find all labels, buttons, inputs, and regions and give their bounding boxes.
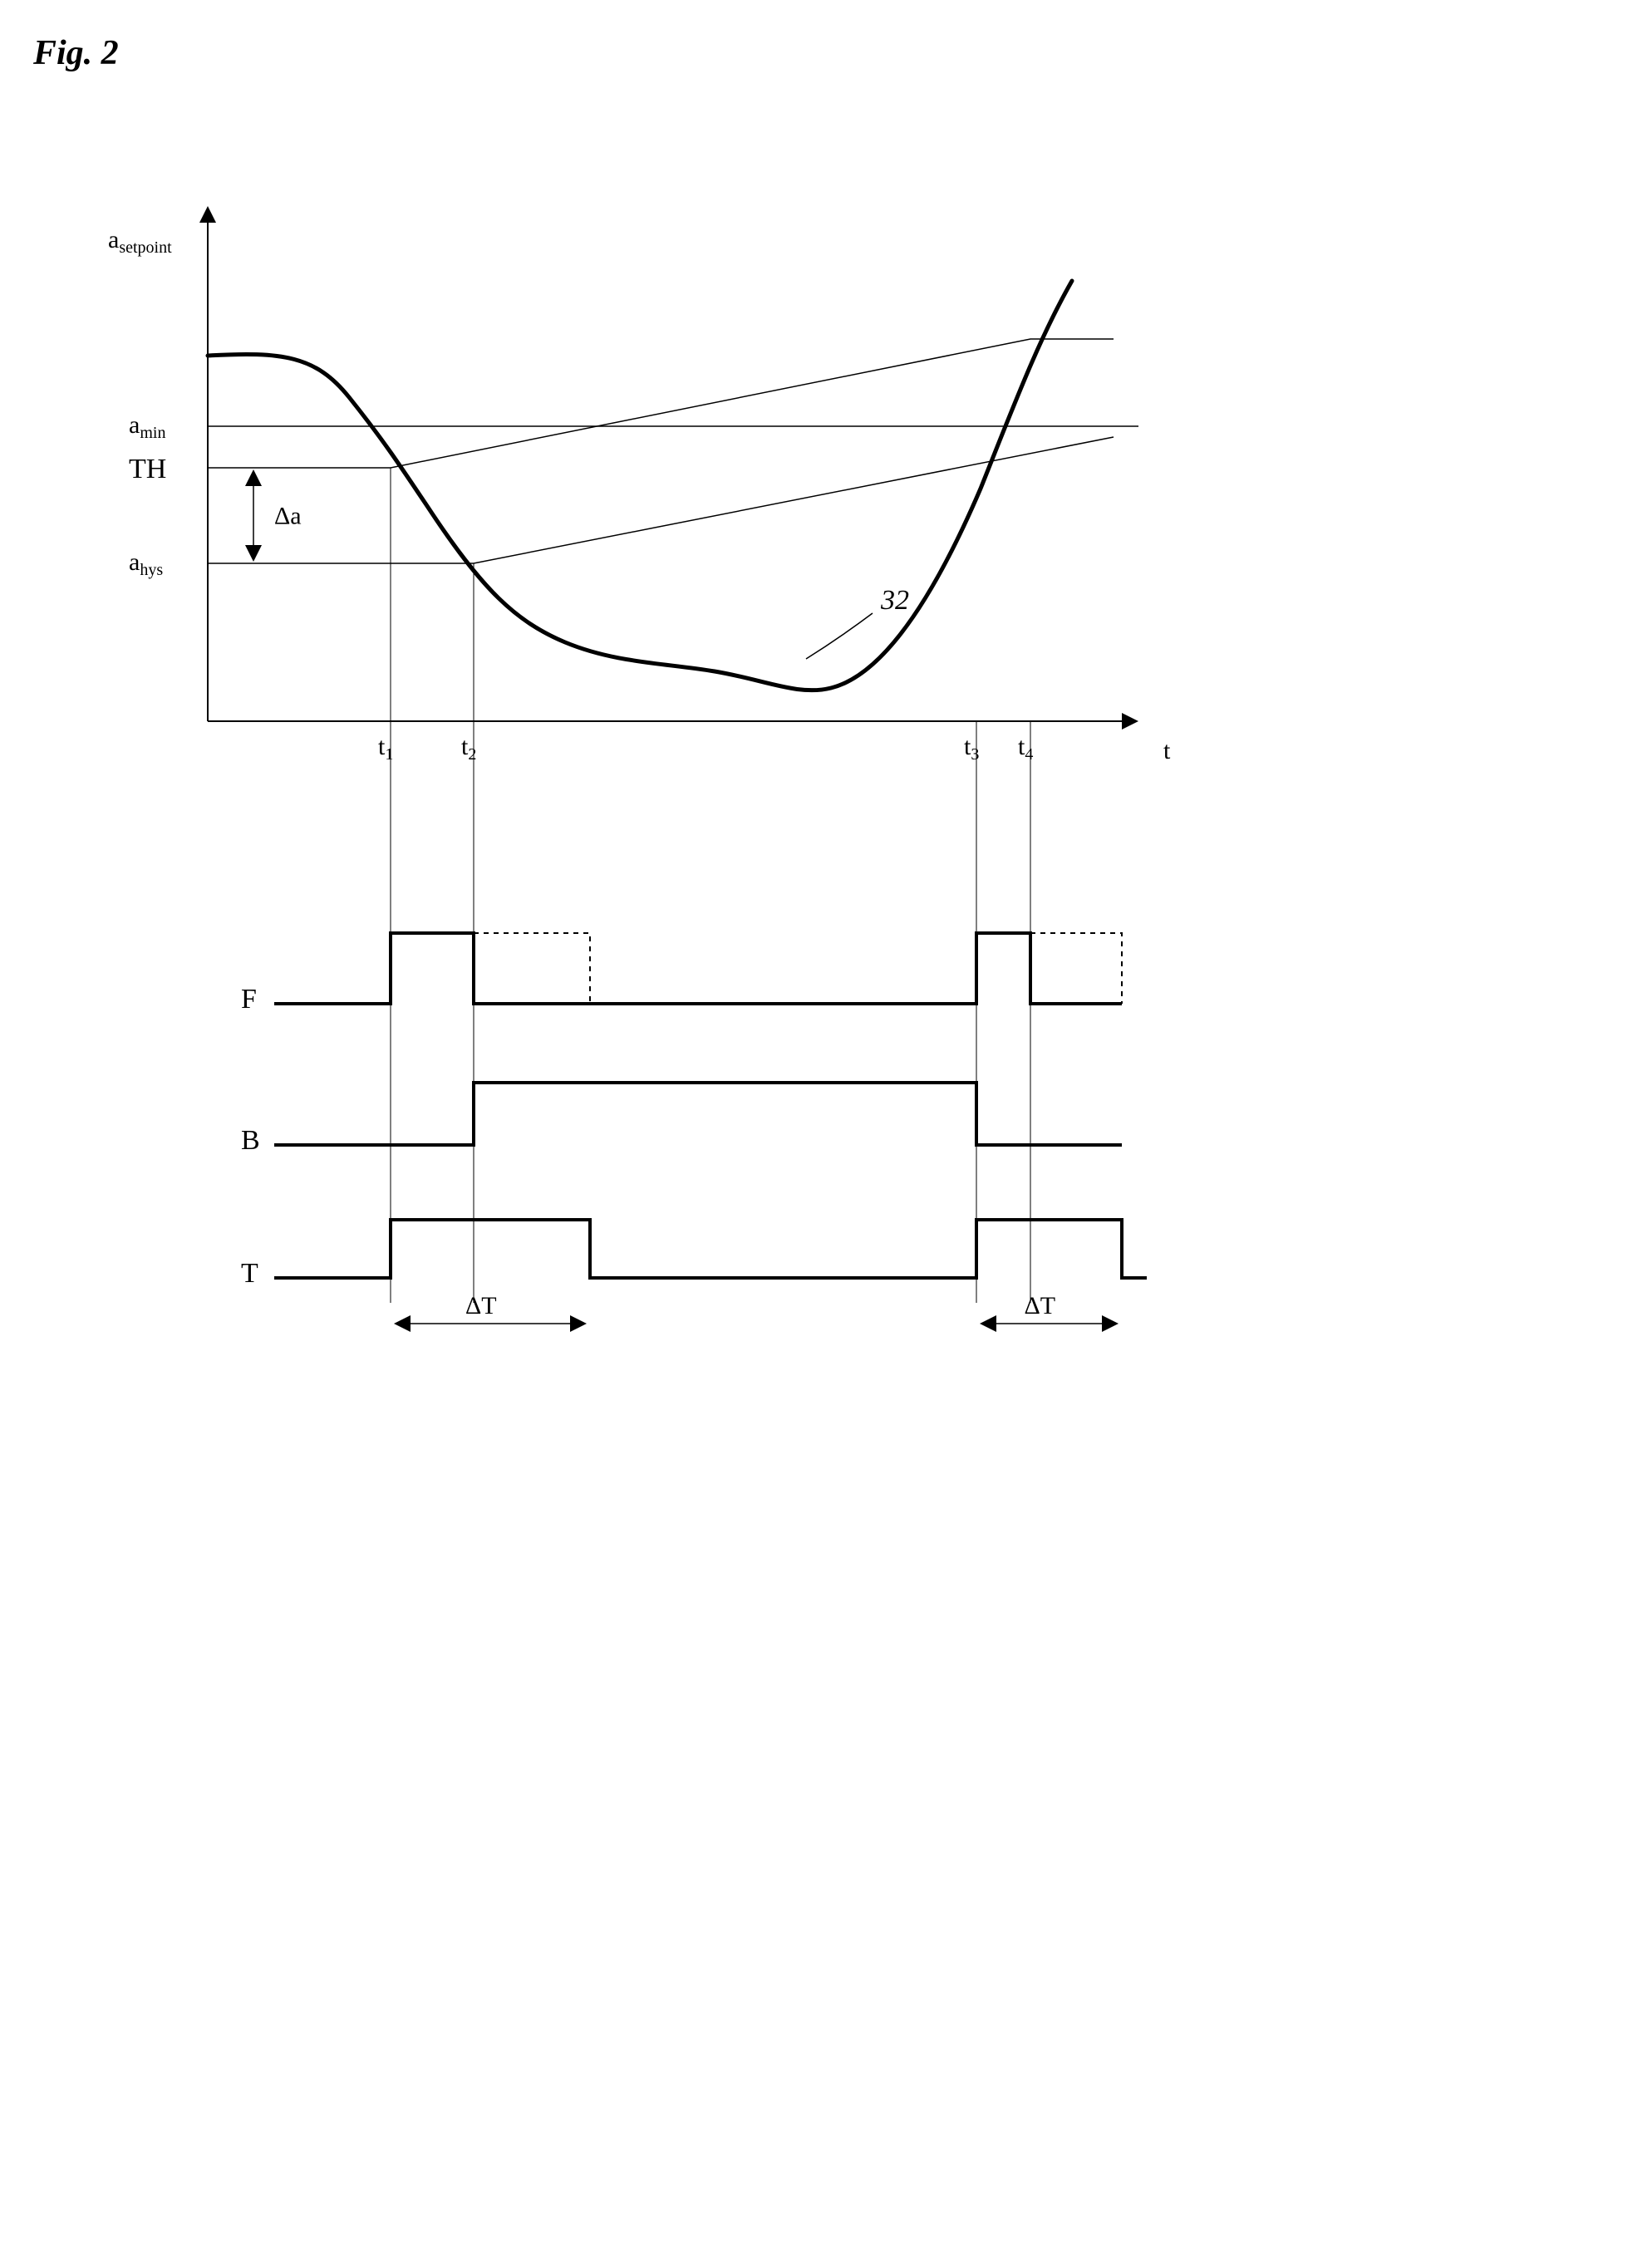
figure-title: Fig. 2	[33, 33, 1619, 73]
svg-text:t4: t4	[1018, 733, 1033, 764]
svg-text:ΔT: ΔT	[465, 1292, 497, 1319]
svg-text:32: 32	[880, 585, 909, 616]
svg-text:ΔT: ΔT	[1025, 1292, 1056, 1319]
svg-text:t3: t3	[964, 733, 979, 764]
svg-text:t2: t2	[461, 733, 476, 764]
svg-text:ahys: ahys	[129, 548, 163, 579]
svg-text:amin: amin	[129, 411, 165, 442]
svg-text:TH: TH	[129, 454, 166, 484]
svg-text:F: F	[241, 984, 257, 1015]
svg-text:Δa: Δa	[274, 503, 302, 530]
svg-text:asetpoint: asetpoint	[108, 226, 172, 257]
svg-text:t: t	[1163, 737, 1171, 764]
figure-diagram: asetpoint t amin TH ahys Δa 32 t1 t2 t3 t4 F B T ΔT ΔT	[33, 123, 1197, 1535]
svg-text:T: T	[241, 1258, 258, 1289]
svg-text:t1: t1	[378, 733, 393, 764]
svg-text:B: B	[241, 1125, 260, 1156]
